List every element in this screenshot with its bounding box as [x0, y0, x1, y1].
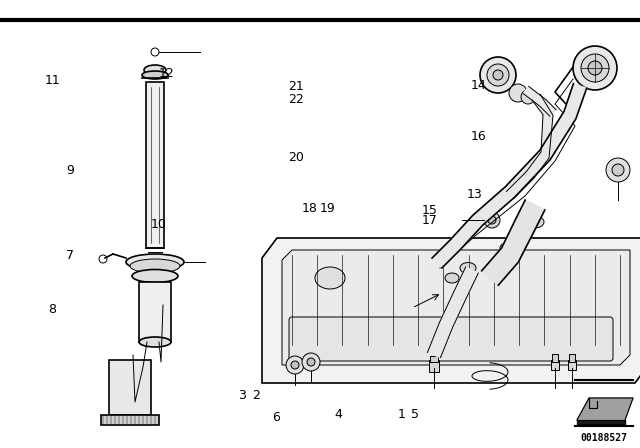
Circle shape	[99, 255, 107, 263]
Bar	[569, 354, 575, 362]
Text: 3: 3	[238, 388, 246, 402]
Circle shape	[151, 48, 159, 56]
Text: 18: 18	[302, 202, 317, 215]
Bar	[146, 82, 164, 248]
Bar	[551, 360, 559, 370]
Polygon shape	[428, 267, 478, 358]
Polygon shape	[577, 398, 633, 420]
Text: 15: 15	[422, 204, 438, 217]
Bar	[430, 356, 438, 362]
Circle shape	[588, 61, 602, 75]
Circle shape	[302, 353, 320, 371]
Circle shape	[484, 212, 500, 228]
Bar	[109, 360, 151, 415]
Text: 22: 22	[288, 93, 303, 106]
Ellipse shape	[144, 65, 166, 75]
Polygon shape	[282, 250, 630, 365]
Text: 16: 16	[471, 130, 486, 143]
Circle shape	[521, 90, 535, 104]
Circle shape	[286, 356, 304, 374]
Ellipse shape	[142, 71, 168, 79]
Circle shape	[493, 70, 503, 80]
Ellipse shape	[130, 259, 180, 273]
Ellipse shape	[445, 273, 459, 283]
Bar	[429, 360, 439, 372]
Circle shape	[487, 64, 509, 86]
Text: 8: 8	[49, 302, 56, 316]
Ellipse shape	[460, 263, 476, 273]
Polygon shape	[482, 200, 545, 285]
Text: 7: 7	[67, 249, 74, 262]
Text: 17: 17	[422, 214, 438, 227]
Circle shape	[612, 164, 624, 176]
Circle shape	[488, 216, 496, 224]
Text: 10: 10	[151, 218, 166, 232]
FancyBboxPatch shape	[101, 415, 159, 425]
Polygon shape	[524, 86, 556, 116]
Text: 00188527: 00188527	[580, 433, 627, 443]
Bar	[139, 282, 171, 342]
Text: 4: 4	[334, 408, 342, 421]
Text: 11: 11	[45, 74, 60, 87]
Bar	[568, 360, 576, 370]
Ellipse shape	[126, 254, 184, 270]
Text: 13: 13	[467, 188, 483, 202]
Text: 2: 2	[252, 388, 260, 402]
Text: 1: 1	[398, 408, 406, 421]
Polygon shape	[506, 94, 553, 198]
Polygon shape	[432, 84, 587, 268]
Circle shape	[509, 84, 527, 102]
Text: 19: 19	[320, 202, 335, 215]
Text: 21: 21	[288, 79, 303, 93]
Text: 9: 9	[67, 164, 74, 177]
FancyBboxPatch shape	[289, 317, 613, 361]
Text: 12: 12	[159, 67, 174, 81]
Polygon shape	[577, 420, 625, 424]
Ellipse shape	[526, 216, 544, 228]
Ellipse shape	[139, 337, 171, 347]
Text: 20: 20	[288, 151, 303, 164]
Text: 6: 6	[273, 411, 280, 424]
Ellipse shape	[315, 267, 345, 289]
Text: 14: 14	[471, 78, 486, 92]
Polygon shape	[262, 238, 640, 383]
Circle shape	[291, 361, 299, 369]
Text: 5: 5	[411, 408, 419, 421]
Ellipse shape	[132, 270, 178, 283]
Circle shape	[307, 358, 315, 366]
Circle shape	[573, 46, 617, 90]
Ellipse shape	[500, 242, 516, 254]
Bar	[552, 354, 558, 362]
Circle shape	[581, 54, 609, 82]
Circle shape	[480, 57, 516, 93]
Circle shape	[606, 158, 630, 182]
